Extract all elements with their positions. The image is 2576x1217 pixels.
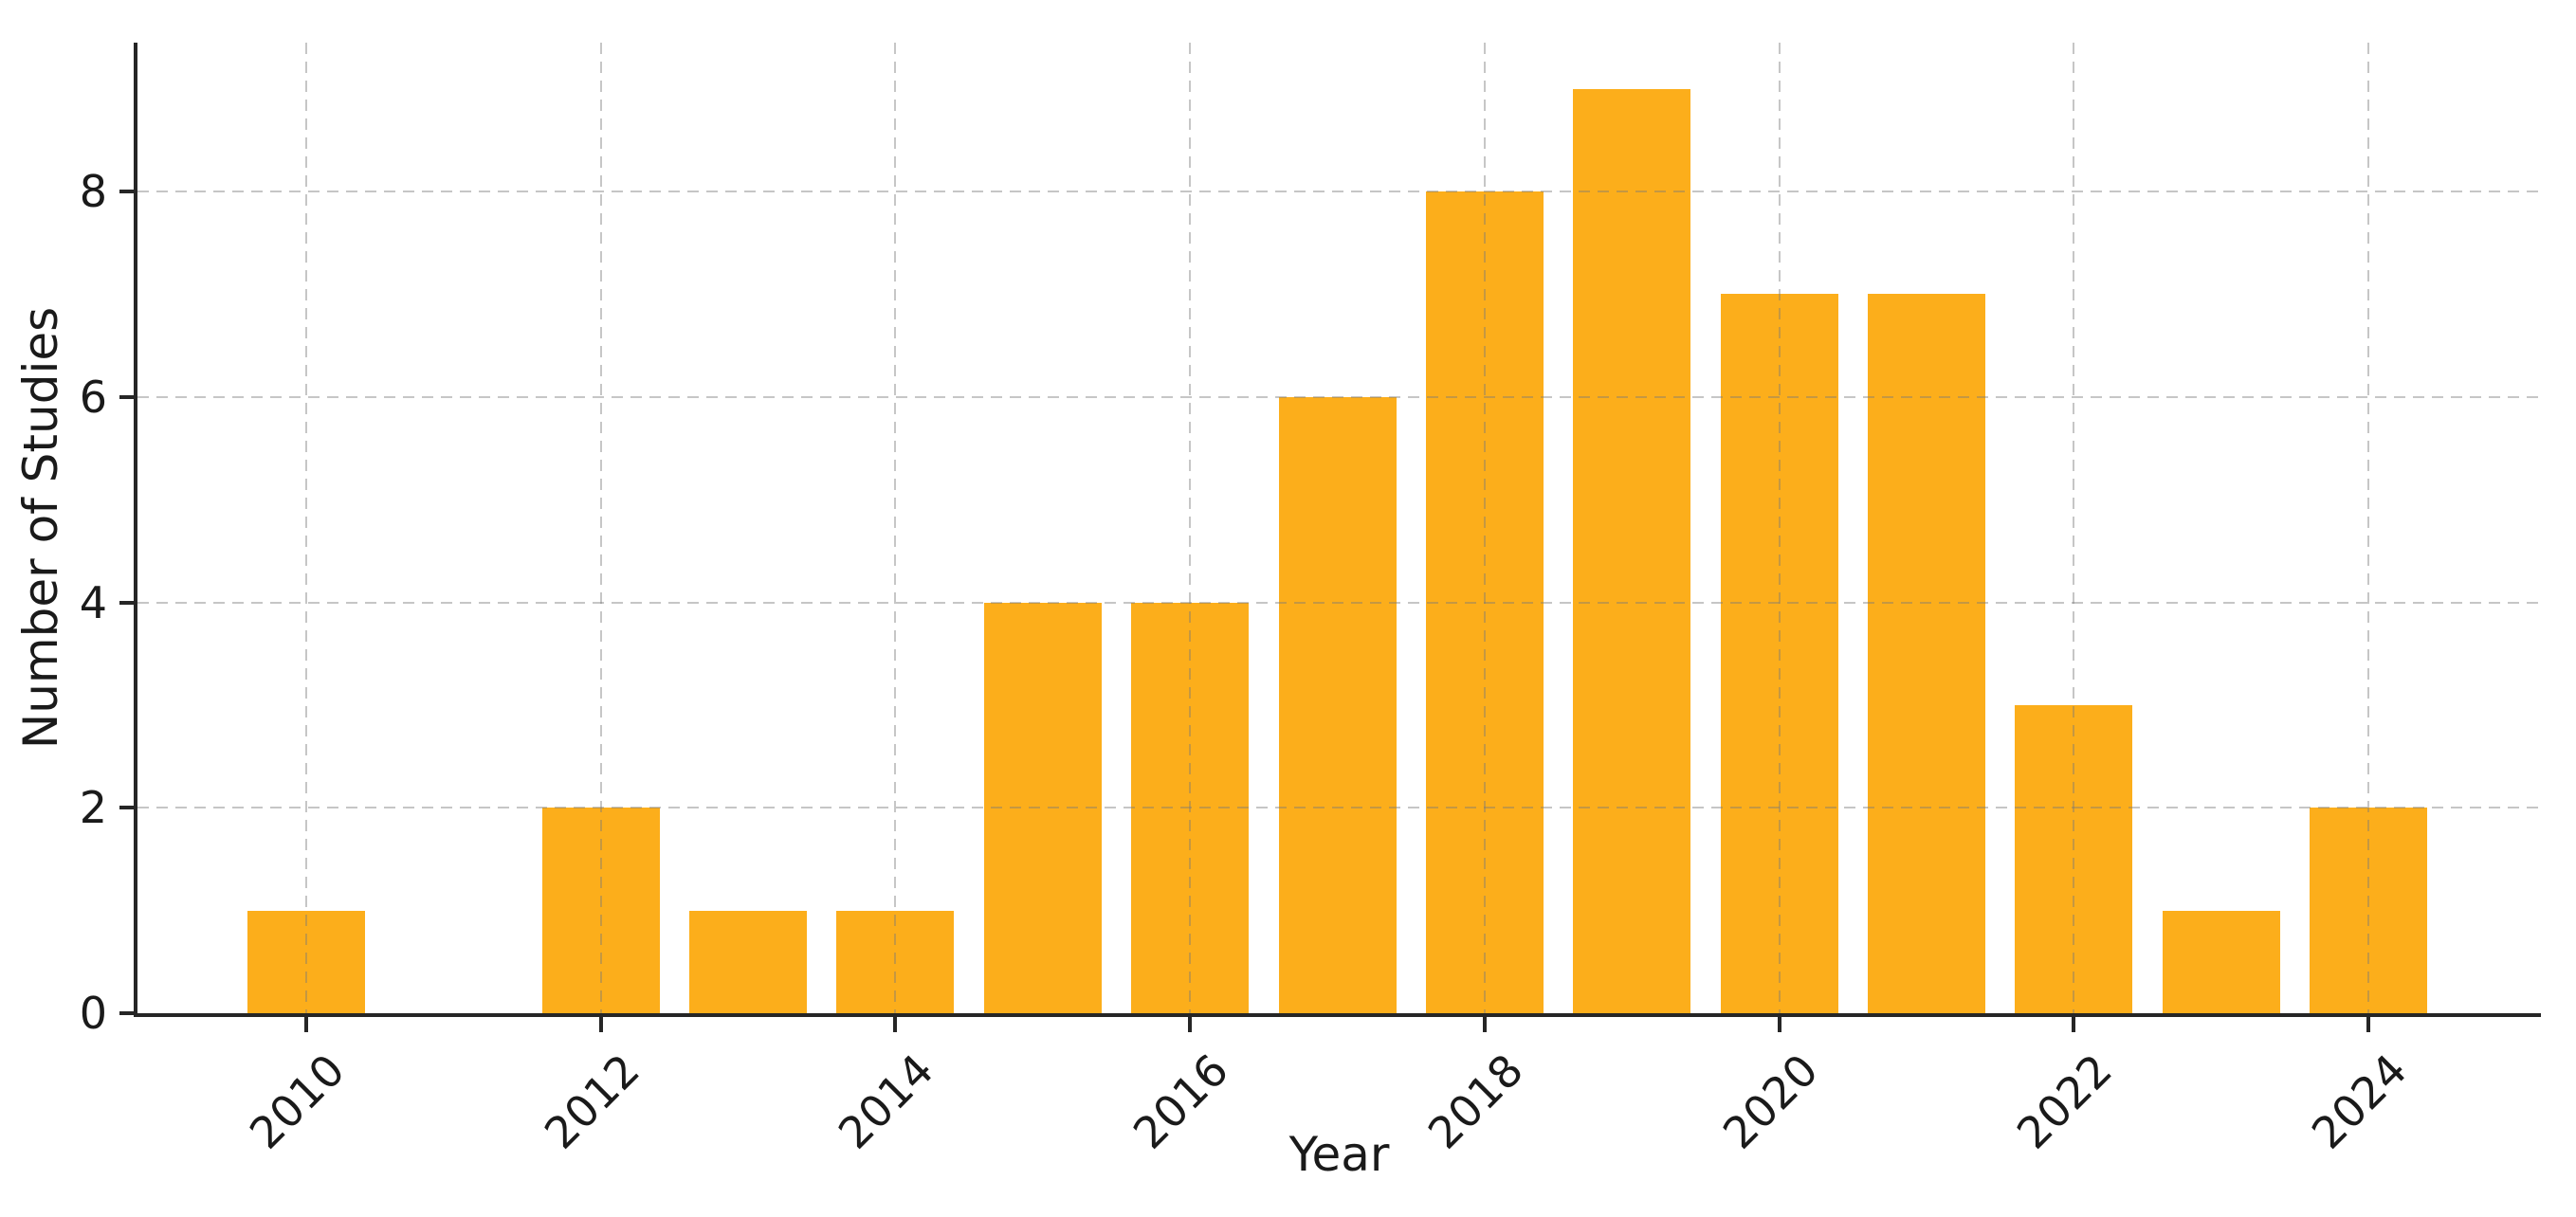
bar-2017: [1278, 396, 1397, 1013]
bar-2014: [836, 910, 955, 1013]
y-tickmark-8: [119, 190, 134, 194]
y-tick-label-4: 4: [79, 576, 107, 628]
bar-2024: [2310, 808, 2428, 1013]
x-tick-label-2016: 2016: [1123, 1044, 1238, 1159]
bar-2019: [1573, 88, 1691, 1013]
v-gridline-2012: [599, 43, 602, 1013]
x-tickmark-2022: [2072, 1017, 2076, 1032]
x-axis-spine: [134, 1013, 2541, 1017]
x-axis-title: Year: [1288, 1127, 1390, 1182]
y-tick-label-0: 0: [79, 988, 107, 1039]
y-axis-title: Number of Studies: [13, 306, 68, 750]
x-tick-label-2020: 2020: [1712, 1044, 1828, 1159]
y-tickmark-4: [119, 600, 134, 605]
y-tick-label-8: 8: [79, 166, 107, 218]
x-tickmark-2024: [2366, 1017, 2371, 1032]
v-gridline-2020: [1778, 43, 1781, 1013]
bar-2013: [689, 910, 808, 1013]
y-tickmark-6: [119, 394, 134, 399]
bar-2018: [1425, 191, 1544, 1013]
v-gridline-2022: [2073, 43, 2075, 1013]
x-tick-label-2022: 2022: [2007, 1044, 2123, 1159]
x-tick-label-2024: 2024: [2301, 1044, 2417, 1159]
bar-2015: [983, 602, 1102, 1013]
x-tick-label-2018: 2018: [1417, 1044, 1533, 1159]
bar-2012: [541, 808, 660, 1013]
bar-2022: [2015, 704, 2133, 1013]
v-gridline-2010: [305, 43, 307, 1013]
x-tickmark-2014: [893, 1017, 898, 1032]
bar-2020: [1720, 294, 1838, 1013]
h-gridline-6: [137, 395, 2541, 398]
h-gridline-8: [137, 191, 2541, 193]
x-tickmark-2020: [1777, 1017, 1781, 1032]
y-tickmark-2: [119, 806, 134, 810]
x-tickmark-2010: [304, 1017, 308, 1032]
h-gridline-4: [137, 601, 2541, 604]
x-tick-label-2014: 2014: [829, 1044, 944, 1159]
y-tick-label-2: 2: [79, 782, 107, 834]
bar-2010: [247, 910, 365, 1013]
v-gridline-2024: [2367, 43, 2370, 1013]
y-axis-spine: [134, 43, 137, 1017]
bar-2023: [2162, 910, 2280, 1013]
y-tick-label-6: 6: [79, 371, 107, 423]
v-gridline-2018: [1483, 43, 1486, 1013]
bar-2016: [1131, 602, 1250, 1013]
x-tickmark-2016: [1188, 1017, 1193, 1032]
x-tickmark-2018: [1482, 1017, 1487, 1032]
x-tick-label-2010: 2010: [239, 1044, 355, 1159]
y-tickmark-0: [119, 1011, 134, 1015]
x-tickmark-2012: [598, 1017, 603, 1032]
bar-2021: [1867, 294, 1985, 1013]
x-tick-label-2012: 2012: [534, 1044, 649, 1159]
v-gridline-2014: [894, 43, 897, 1013]
v-gridline-2016: [1189, 43, 1192, 1013]
h-gridline-2: [137, 807, 2541, 809]
